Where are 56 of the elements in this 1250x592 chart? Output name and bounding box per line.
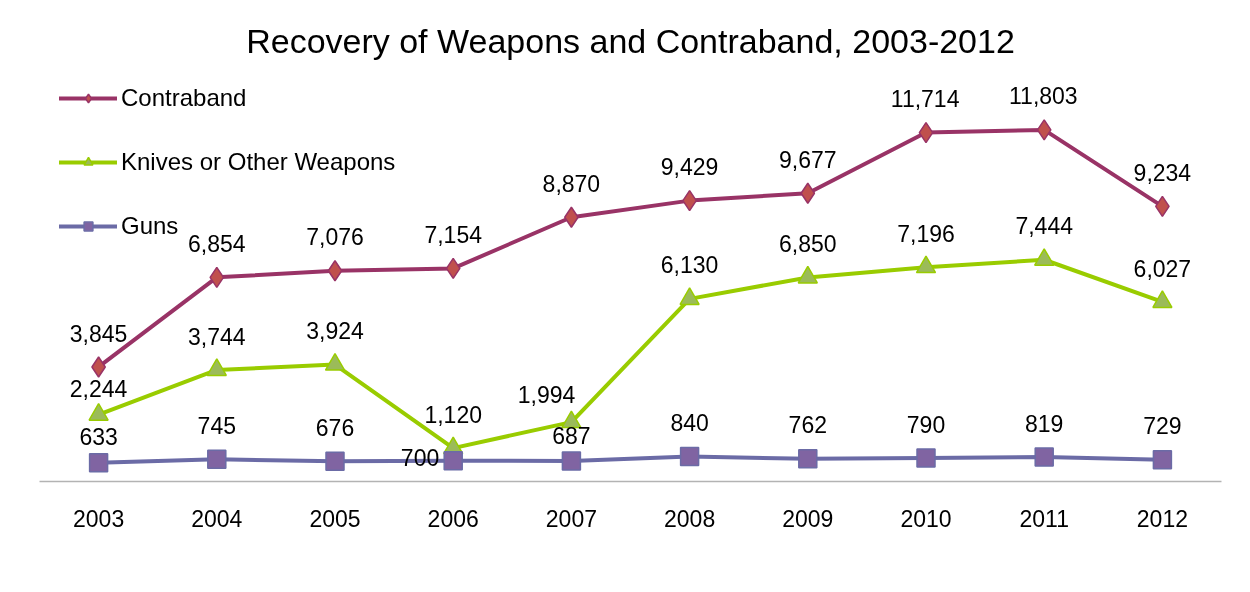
data-label: 1,994 <box>517 381 576 408</box>
point <box>91 356 107 378</box>
point <box>916 448 936 468</box>
point <box>800 182 816 204</box>
data-label: 1,120 <box>424 401 482 428</box>
x-tick-label: 2011 <box>1019 505 1069 532</box>
data-label: 6,027 <box>1133 255 1192 282</box>
point <box>679 446 700 467</box>
point <box>561 451 582 471</box>
point <box>1034 447 1054 467</box>
legend-label: Knives or Other Weapons <box>121 148 396 176</box>
point <box>443 450 463 471</box>
legend-label: Contraband <box>121 84 247 112</box>
data-label: 6,850 <box>779 230 837 257</box>
legend-label: Guns <box>121 212 179 240</box>
data-label: 790 <box>906 411 946 438</box>
data-label: 7,076 <box>306 224 364 251</box>
point <box>325 451 345 472</box>
point <box>1036 119 1052 141</box>
data-label: 633 <box>79 424 118 451</box>
data-label: 7,444 <box>1015 213 1074 240</box>
data-label: 687 <box>552 422 591 449</box>
data-label: 762 <box>788 412 827 439</box>
x-tick-label: 2006 <box>427 505 479 532</box>
data-label: 840 <box>670 410 709 437</box>
data-label: 729 <box>1143 413 1182 440</box>
data-label: 7,154 <box>424 221 483 248</box>
chart-title: Recovery of Weapons and Contraband, 2003-2012 <box>246 21 1015 60</box>
x-tick-label: 2010 <box>900 505 952 532</box>
x-tick-label: 2012 <box>1136 505 1188 532</box>
x-tick-label: 2005 <box>309 505 361 532</box>
data-label: 676 <box>315 414 355 441</box>
data-label: 11,803 <box>1009 83 1078 110</box>
data-label: 3,924 <box>306 318 364 345</box>
point <box>207 449 227 470</box>
point <box>1152 450 1173 470</box>
data-label: 9,677 <box>779 146 837 173</box>
point <box>88 452 109 473</box>
x-tick-label: 2008 <box>664 505 716 532</box>
data-label: 9,429 <box>660 154 719 181</box>
data-label: 7,196 <box>897 220 955 247</box>
data-label: 745 <box>197 412 236 439</box>
data-label: 819 <box>1025 410 1064 437</box>
data-label: 6,130 <box>660 252 719 279</box>
point <box>798 449 818 469</box>
data-label: 9,234 <box>1133 159 1192 186</box>
data-label: 8,870 <box>542 170 601 197</box>
data-label: 6,854 <box>188 230 246 257</box>
x-tick-label: 2007 <box>545 505 597 532</box>
data-label: 2,244 <box>69 376 128 403</box>
data-label: 11,714 <box>890 86 960 113</box>
data-label: 3,744 <box>188 323 246 350</box>
x-tick-label: 2009 <box>782 505 834 532</box>
data-label: 3,845 <box>69 320 128 347</box>
x-tick-label: 2003 <box>73 505 125 532</box>
x-tick-label: 2004 <box>191 505 243 532</box>
